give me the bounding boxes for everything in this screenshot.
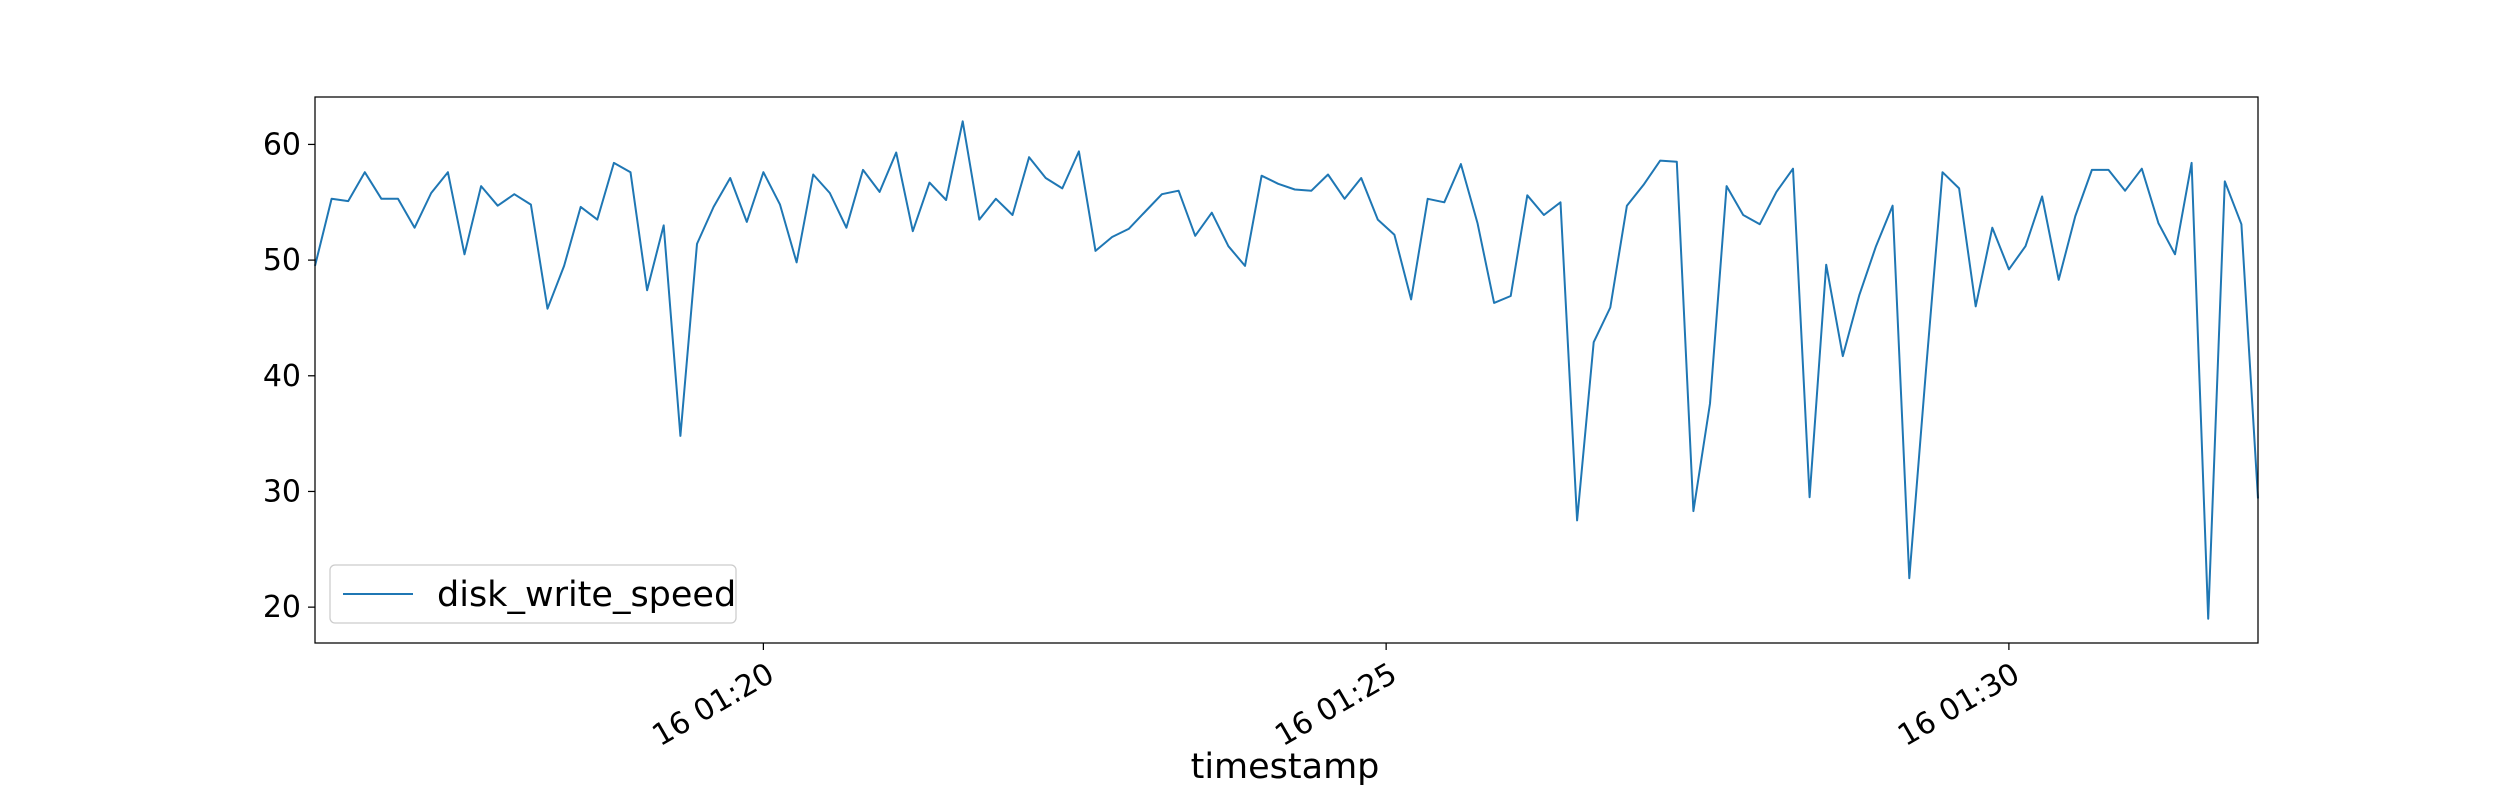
y-tick-label: 20 <box>263 590 301 625</box>
plot-frame <box>314 96 2259 644</box>
y-tick-label: 60 <box>263 127 301 162</box>
axes: 20 30 40 50 60 16 01:20 16 01:25 16 01:30 <box>263 96 2259 754</box>
series-points <box>314 120 2259 619</box>
legend-box <box>329 564 737 624</box>
legend: disk_write_speed <box>329 564 737 624</box>
y-tick-label: 30 <box>263 474 301 509</box>
plot-area <box>314 120 2259 620</box>
x-tick-label: 16 01:25 <box>1269 656 1403 753</box>
x-axis-label: timestamp <box>1191 747 1380 787</box>
x-tick-label: 16 01:20 <box>646 656 780 753</box>
legend-label: disk_write_speed <box>437 575 736 615</box>
y-tick-label: 40 <box>263 359 301 394</box>
series-line <box>314 120 2259 620</box>
y-tick-label: 50 <box>263 243 301 278</box>
x-tick-label: 16 01:30 <box>1892 656 2026 753</box>
